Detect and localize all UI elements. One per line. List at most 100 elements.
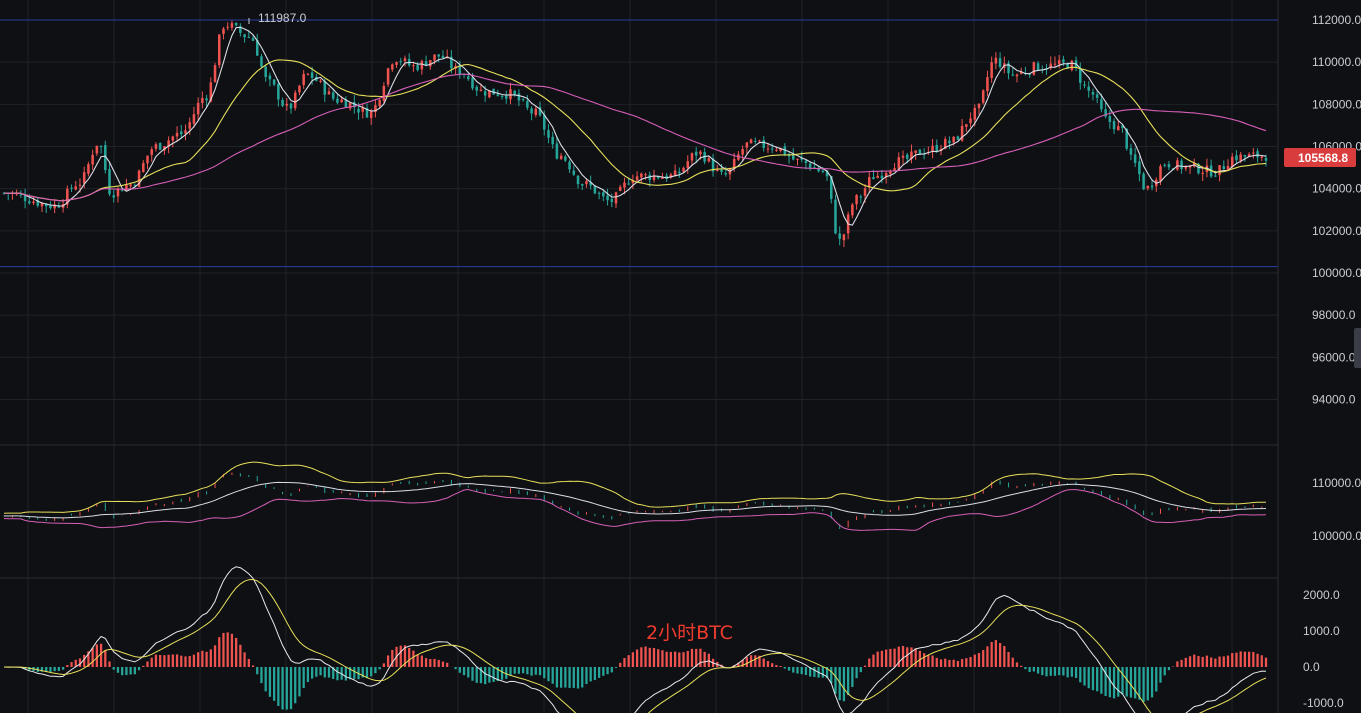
candle-body	[260, 56, 263, 67]
y-tick-label: 94000.0	[1312, 393, 1356, 407]
candle-body	[808, 163, 812, 169]
candle-body	[758, 140, 761, 142]
candle-body	[1062, 59, 1065, 63]
candle-body	[834, 199, 837, 234]
candle-body	[467, 76, 470, 80]
candle-body	[391, 64, 394, 70]
scroll-handle[interactable]	[1354, 328, 1361, 368]
candle-body	[129, 184, 132, 187]
candle-body	[104, 145, 107, 171]
candle-body	[441, 55, 445, 58]
candle-body	[745, 142, 749, 148]
boll-upper-band	[3, 461, 1266, 514]
candle-body	[749, 139, 753, 144]
bollinger-panel[interactable]	[3, 461, 1267, 531]
candle-body	[825, 170, 829, 177]
candle-body	[171, 136, 175, 141]
candle-body	[125, 184, 128, 191]
candle-body	[960, 125, 964, 141]
candle-body	[1146, 185, 1150, 189]
candle-body	[606, 195, 609, 201]
candle-body	[1117, 126, 1120, 131]
candle-body	[623, 182, 626, 188]
candle-body	[374, 105, 377, 113]
candle-body	[711, 158, 715, 172]
candle-body	[226, 26, 229, 28]
candle-body	[429, 60, 432, 67]
candle-body	[783, 146, 787, 155]
candle-body	[234, 22, 238, 26]
ma-line-60	[3, 73, 1267, 202]
candle-body	[1214, 175, 1217, 177]
candle-body	[682, 167, 685, 172]
candle-body	[614, 192, 618, 204]
candle-body	[935, 144, 939, 152]
y-tick-label: 102000.0	[1312, 224, 1361, 238]
candle-body	[28, 201, 31, 204]
candle-body	[1032, 62, 1036, 75]
candle-body	[450, 56, 453, 69]
candle-body	[201, 97, 204, 104]
candle-body	[1133, 154, 1137, 163]
candle-body	[192, 114, 196, 124]
candle-body	[180, 131, 183, 135]
candle-body	[1239, 154, 1242, 161]
main-price-panel[interactable]	[0, 18, 1278, 268]
candle-body	[867, 177, 871, 188]
candle-body	[217, 34, 221, 66]
candle-body	[272, 79, 276, 85]
macd-dea-line	[4, 578, 1267, 713]
candle-body	[1007, 63, 1010, 74]
candle-body	[95, 145, 99, 154]
candle-body	[1129, 148, 1133, 155]
candle-body	[880, 175, 884, 179]
candle-body	[268, 75, 272, 80]
candle-body	[500, 95, 504, 97]
y-tick-label: 1000.0	[1303, 624, 1340, 638]
candle-body	[918, 149, 922, 155]
candle-body	[188, 122, 191, 129]
candle-body	[479, 89, 483, 91]
candle-body	[542, 114, 546, 130]
candle-body	[1222, 166, 1226, 170]
candle-body	[239, 26, 242, 33]
candle-body	[323, 81, 327, 95]
candle-body	[1218, 165, 1221, 176]
candle-body	[686, 161, 690, 169]
candle-body	[1087, 86, 1090, 91]
candle-body	[893, 168, 896, 172]
candle-body	[509, 89, 512, 100]
candle-body	[1235, 155, 1238, 161]
candle-body	[517, 93, 521, 101]
candle-body	[1176, 160, 1179, 170]
candle-body	[1260, 156, 1264, 158]
high-marker: 111987.0	[258, 11, 307, 25]
candle-body	[564, 156, 567, 161]
candle-body	[471, 77, 474, 89]
candle-body	[597, 192, 601, 194]
candle-body	[1230, 156, 1234, 168]
candle-body	[669, 174, 673, 178]
candle-body	[969, 118, 972, 124]
candle-body	[120, 190, 124, 192]
candle-body	[859, 196, 863, 198]
candle-body	[804, 160, 808, 163]
candle-body	[998, 58, 1002, 67]
candle-body	[555, 143, 559, 159]
candle-body	[656, 176, 660, 179]
candle-body	[1163, 164, 1166, 166]
candle-body	[551, 136, 554, 145]
candle-body	[665, 175, 668, 179]
candle-body	[175, 132, 179, 137]
candle-body	[378, 99, 381, 107]
candle-body	[205, 98, 208, 101]
candle-body	[420, 61, 424, 70]
y-tick-label: 104000.0	[1312, 182, 1361, 196]
candle-body	[986, 77, 989, 92]
candle-body	[948, 140, 951, 144]
boll-lower-band	[3, 488, 1267, 531]
candle-body	[842, 234, 846, 241]
candle-body	[534, 108, 538, 116]
candle-body	[817, 167, 820, 172]
